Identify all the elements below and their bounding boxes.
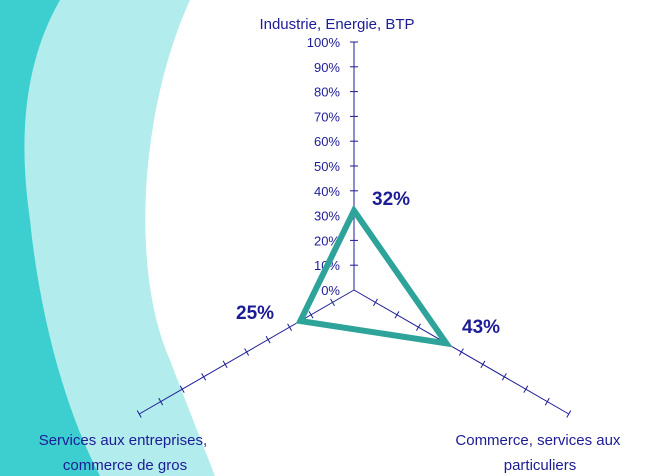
- axis-tick: [501, 373, 507, 381]
- value-label-right: 43%: [462, 317, 500, 338]
- radial-tick-label: 60%: [314, 134, 340, 149]
- axis-tick: [415, 323, 421, 331]
- radial-tick-label: 0%: [321, 283, 340, 298]
- radial-tick-label: 100%: [307, 35, 341, 50]
- axis-tick: [158, 397, 164, 406]
- axis-label-right: Commerce, services aux particuliers: [455, 432, 624, 474]
- series-polygon: [295, 204, 453, 348]
- axis-label-left-line1: Services aux entreprises,: [39, 432, 207, 449]
- axis-tick: [265, 335, 271, 344]
- axis-label-right-line1: Commerce, services aux: [455, 432, 621, 449]
- radial-tick-label: 20%: [314, 233, 340, 248]
- axis-tick: [136, 410, 142, 418]
- background-dark-band: [0, 0, 100, 476]
- axis-tick: [330, 298, 335, 307]
- axis-label-top: Industrie, Energie, BTP: [259, 16, 414, 33]
- axis-tick: [222, 360, 228, 369]
- axis-tick: [523, 385, 529, 393]
- axis-tick: [308, 311, 314, 319]
- axis-tick: [394, 311, 400, 319]
- axis-label-left: Services aux entreprises, commerce de gr…: [39, 432, 212, 474]
- axis-tick: [566, 410, 572, 418]
- radial-tick-label: 40%: [314, 184, 340, 199]
- radial-tick-labels: 0%10%20%30%40%50%60%70%80%90%100%: [307, 35, 341, 298]
- radar-axes: [138, 42, 570, 415]
- radial-tick-label: 50%: [314, 159, 340, 174]
- radial-tick-label: 80%: [314, 85, 340, 100]
- radial-tick-label: 30%: [314, 209, 340, 224]
- radial-tick-label: 70%: [314, 109, 340, 124]
- axis-tick: [201, 373, 207, 381]
- axis-tick: [458, 348, 464, 356]
- axis-tick: [244, 348, 250, 356]
- axis-tick: [480, 360, 486, 369]
- axis-label-right-line2: particuliers: [504, 457, 577, 474]
- radial-tick-label: 90%: [314, 60, 340, 75]
- axis-tick: [179, 385, 185, 393]
- axis-tick: [373, 298, 378, 307]
- value-label-top: 32%: [372, 189, 410, 210]
- axis-tick: [544, 397, 550, 406]
- radar-ticks: [136, 41, 572, 418]
- value-label-left: 25%: [236, 303, 274, 324]
- axis-tick: [287, 323, 293, 331]
- axis-label-left-line2: commerce de gros: [63, 457, 187, 474]
